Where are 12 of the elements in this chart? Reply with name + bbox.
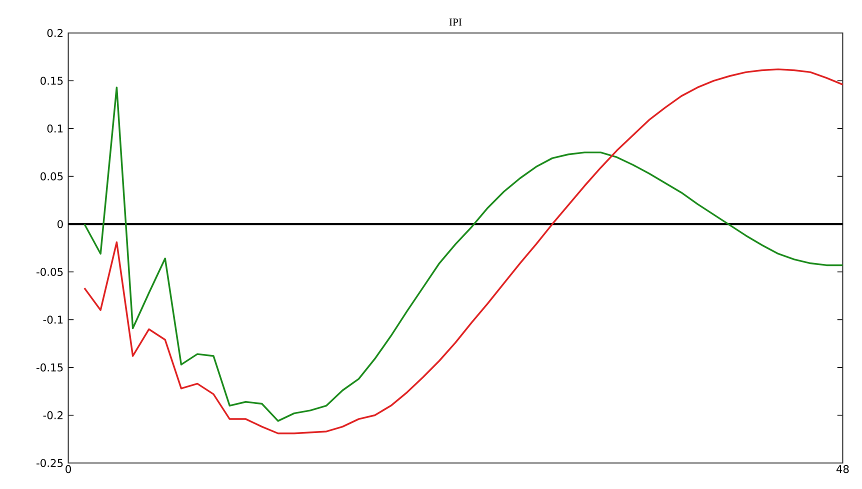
y-tick-label: -0.05 xyxy=(36,268,63,276)
y-tick-label: 0.1 xyxy=(47,124,63,133)
y-tick-label: 0.05 xyxy=(40,172,63,180)
x-tick-label: 48 xyxy=(836,465,849,474)
y-tick-label: -0.25 xyxy=(36,458,63,468)
y-tick-label: -0.1 xyxy=(43,316,63,324)
y-tick-label: -0.2 xyxy=(43,411,63,420)
y-tick-label: 0.2 xyxy=(47,28,63,38)
y-tick-label: 0.15 xyxy=(40,76,63,85)
y-tick-label: -0.15 xyxy=(36,363,63,372)
y-tick-label: 0 xyxy=(58,220,63,228)
chart-title: IPI xyxy=(449,18,462,26)
